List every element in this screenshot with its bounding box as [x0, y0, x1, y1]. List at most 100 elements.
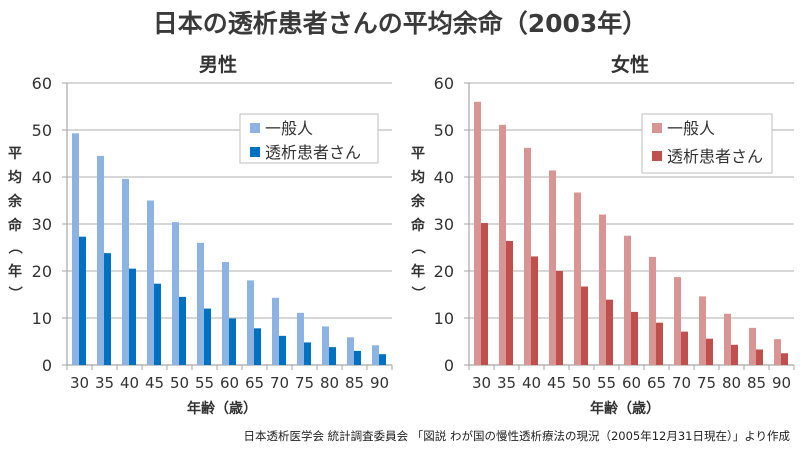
male-chart: 0 10 20 30 40 50 60 平均余命 （ 年 ） 30 35 40 45 50 55 60 65 70 75…	[6, 74, 393, 417]
male-bar-general	[147, 200, 154, 365]
female-y-axis-label-char: 年	[411, 263, 425, 280]
female-x-tick-label: 30	[472, 374, 491, 392]
male-bar-dialysis	[204, 308, 211, 365]
male-y-tick-label: 20	[32, 262, 52, 281]
female-x-tick-label: 55	[597, 374, 616, 392]
female-bar-dialysis	[481, 223, 488, 365]
male-bar-general	[347, 337, 354, 365]
male-bar-dialysis	[254, 328, 261, 365]
male-legend-box	[239, 113, 379, 164]
male-bar-dialysis	[79, 236, 86, 365]
female-y-axis-label-char: （	[409, 240, 425, 254]
male-bar-general	[372, 345, 379, 365]
male-y-tick-label: 10	[32, 309, 52, 328]
male-x-tick-label: 50	[170, 374, 189, 392]
male-legend-label: 透析患者さん	[265, 143, 361, 162]
male-legend-swatch-general	[250, 123, 260, 133]
male-x-tick-label: 65	[245, 374, 264, 392]
female-bar-dialysis	[606, 299, 613, 365]
male-bar-general	[247, 280, 254, 365]
female-bar-general	[549, 170, 556, 365]
male-y-axis-label-char: ）	[6, 286, 22, 300]
male-bar-general	[222, 262, 229, 365]
female-x-tick-label: 90	[772, 374, 791, 392]
male-x-tick-label: 40	[120, 374, 139, 392]
female-bar-general	[649, 256, 656, 365]
female-bar-general	[524, 147, 531, 365]
male-bar-general	[322, 326, 329, 365]
male-x-tick-label: 30	[70, 374, 89, 392]
female-y-tick-label: 30	[434, 215, 454, 234]
female-x-tick-label: 80	[722, 374, 741, 392]
female-bar-dialysis	[631, 311, 638, 365]
female-x-tick-label: 45	[547, 374, 566, 392]
female-y-tick-label: 10	[434, 309, 454, 328]
female-chart-title: 女性	[610, 54, 649, 76]
female-bar-general	[624, 235, 631, 365]
male-y-tick-label: 50	[32, 121, 52, 140]
main-title: 日本の透析患者さんの平均余命（2003年）	[152, 9, 648, 38]
male-y-axis-label-char: 余	[7, 193, 23, 210]
male-x-tick-label: 90	[370, 374, 389, 392]
source-footnote: 日本透析医学会 統計調査委員会 「図説 わが国の慢性透析療法の現況（2005年1…	[243, 429, 790, 443]
male-bar-general	[97, 155, 104, 365]
male-legend-swatch-dialysis	[250, 147, 260, 157]
male-bar-dialysis	[329, 347, 336, 365]
male-y-tick-label: 30	[32, 215, 52, 234]
male-y-axis-label-char: 均	[8, 169, 22, 186]
male-y-tick-label: 60	[32, 74, 52, 93]
male-bar-dialysis	[354, 350, 361, 365]
female-bar-general	[749, 327, 756, 365]
female-x-tick-label: 35	[497, 374, 516, 392]
female-x-axis-label: 年齢（歳）	[590, 400, 660, 417]
female-legend-label: 透析患者さん	[667, 147, 763, 166]
female-y-axis-label-char: 余	[410, 193, 426, 210]
female-legend-swatch-dialysis	[652, 151, 662, 161]
female-x-tick-label: 40	[522, 374, 541, 392]
female-y-tick-label: 0	[444, 356, 454, 375]
male-bar-dialysis	[229, 318, 236, 365]
male-x-tick-label: 70	[270, 374, 289, 392]
female-x-tick-label: 50	[572, 374, 591, 392]
male-y-axis-label-char: 年	[8, 263, 22, 280]
female-chart: 0 10 20 30 40 50 60 平均余命 （ 年 ） 30 35 40 45 50 55 60 65 70 75…	[409, 74, 795, 417]
male-y-tick-label: 0	[42, 356, 52, 375]
female-bar-general	[699, 296, 706, 365]
male-x-tick-label: 60	[220, 374, 239, 392]
female-y-axis-label-char: 命	[410, 217, 426, 234]
male-bar-dialysis	[104, 253, 111, 365]
female-bar-dialysis	[556, 271, 563, 365]
female-bar-dialysis	[706, 338, 713, 365]
female-bar-general	[574, 192, 581, 365]
male-bar-dialysis	[154, 283, 161, 365]
female-x-tick-label: 85	[747, 374, 766, 392]
male-x-tick-label: 75	[295, 374, 314, 392]
male-x-axis-label: 年齢（歳）	[187, 400, 257, 417]
female-bar-dialysis	[756, 349, 763, 365]
male-y-axis-label-char: （	[6, 240, 22, 254]
male-legend-label: 一般人	[265, 119, 313, 138]
female-y-tick-label: 20	[434, 262, 454, 281]
female-legend-box	[641, 113, 773, 174]
female-legend-swatch-general	[652, 123, 662, 133]
female-y-axis-label-char: 平	[411, 146, 425, 162]
male-bar-dialysis	[129, 268, 136, 365]
female-bar-dialysis	[656, 322, 663, 365]
female-bar-general	[599, 214, 606, 365]
female-x-tick-label: 70	[672, 374, 691, 392]
female-x-tick-label: 75	[697, 374, 716, 392]
male-bar-dialysis	[379, 354, 386, 365]
female-bar-dialysis	[581, 286, 588, 365]
female-bar-dialysis	[506, 240, 513, 365]
male-bar-general	[297, 312, 304, 365]
male-x-tick-label: 35	[95, 374, 114, 392]
male-x-tick-label: 85	[345, 374, 364, 392]
male-bar-general	[272, 297, 279, 365]
female-bar-dialysis	[781, 353, 788, 365]
male-x-tick-label: 55	[195, 374, 214, 392]
female-bar-dialysis	[531, 256, 538, 365]
male-bar-dialysis	[304, 342, 311, 365]
female-legend-label: 一般人	[667, 119, 715, 138]
female-bar-general	[499, 124, 506, 365]
